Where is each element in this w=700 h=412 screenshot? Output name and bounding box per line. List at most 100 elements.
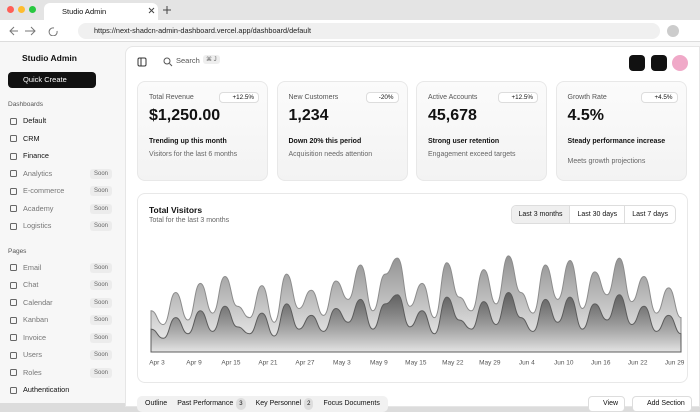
sidebar-toggle[interactable] <box>137 57 147 67</box>
new-tab[interactable] <box>163 6 171 14</box>
add-section-button[interactable]: Add Section <box>632 396 692 412</box>
nav-label: Email <box>23 262 42 272</box>
nav-item[interactable]: Email Soon <box>8 259 118 277</box>
nav-label: Invoice <box>23 332 47 342</box>
area <box>150 291 682 353</box>
tab[interactable]: Past Performance 3 <box>172 398 250 410</box>
close-window[interactable] <box>7 6 14 13</box>
nav-buttons[interactable] <box>8 26 68 36</box>
card-label: Active Accounts <box>428 94 478 101</box>
nav-label: Kanban <box>23 315 49 324</box>
x-tick-label: Apr 27 <box>295 360 315 367</box>
section-title: Pages <box>8 247 27 255</box>
nav-item[interactable]: Roles Soon <box>8 364 118 382</box>
nav-item[interactable]: Chat Soon <box>8 276 118 294</box>
stat-card: New Customers -20% 1,234 Down 20% this peri… <box>276 81 408 181</box>
tab-label: Past Performance <box>177 400 234 407</box>
url-field[interactable]: https://next-shadcn-admin-dashboard.verc… <box>78 23 660 39</box>
tab-badge: 2 <box>304 398 314 410</box>
section-title: Dashboards <box>8 101 44 108</box>
nav-item[interactable]: Calendar Soon <box>8 294 118 312</box>
nav-icon <box>10 135 17 142</box>
card-badge: +12.5% <box>219 92 259 103</box>
nav-item[interactable]: Users Soon <box>8 346 118 364</box>
nav-icon <box>10 117 17 125</box>
settings-button[interactable] <box>629 55 645 71</box>
nav-label: Logistics <box>23 221 52 230</box>
x-tick-label: Apr 3 <box>149 360 165 367</box>
nav-icon <box>10 351 17 359</box>
profile[interactable] <box>667 25 679 37</box>
tab-label: Focus Documents <box>323 400 380 407</box>
nav-label: Authentication <box>23 385 70 394</box>
nav-label: Users <box>23 350 43 359</box>
maximize-window[interactable] <box>29 6 36 13</box>
x-tick-label: Jun 4 <box>519 360 535 367</box>
range-option[interactable]: Last 7 days <box>624 206 675 223</box>
nav-icon <box>10 386 17 394</box>
nav-label: Finance <box>23 151 49 160</box>
nav-item[interactable]: Authentication <box>8 381 118 399</box>
x-tick-label: Jun 29 <box>665 360 685 367</box>
nav-label: E-commerce <box>23 186 65 195</box>
tab[interactable]: Focus Documents <box>318 398 384 410</box>
nav-icon <box>10 264 17 271</box>
nav-label: Chat <box>23 280 39 289</box>
nav-item[interactable]: Default <box>8 112 118 130</box>
tab-badge: 3 <box>236 398 246 410</box>
card-trend: Down 20% this period <box>288 138 362 145</box>
range-toggle: Last 3 months Last 30 days Last 7 days <box>510 205 676 224</box>
tab[interactable]: Outline <box>140 398 172 410</box>
card-note: Engagement exceed targets <box>428 151 516 158</box>
chart: Apr 3 Apr 9 Apr 15 Apr 21 Apr 27 May 3 May 9 Ma… <box>149 255 685 367</box>
browser-tab[interactable]: Studio Admin <box>44 3 158 20</box>
tab[interactable]: Key Personnel 2 <box>251 398 319 410</box>
tab-bar: Studio Admin <box>0 0 700 20</box>
nav-item[interactable]: CRM <box>8 130 118 148</box>
nav-item[interactable]: Invoice Soon <box>8 329 118 347</box>
card-note: Visitors for the last 6 months <box>149 151 238 158</box>
x-tick-label: Jun 16 <box>591 360 611 367</box>
x-tick-label: Apr 21 <box>258 360 278 367</box>
view-button[interactable]: View <box>588 396 626 412</box>
nav-label: Calendar <box>23 297 53 307</box>
nav-badge: Soon <box>89 221 112 231</box>
sidebar: Studio Admin Quick Create Dashboards Defaul… <box>8 50 118 399</box>
x-tick-label: Jun 10 <box>554 360 574 367</box>
nav-badge: Soon <box>89 280 112 290</box>
nav-item[interactable]: Analytics Soon <box>8 165 118 183</box>
stat-card: Growth Rate +4.5% 4.5% Steady performance i… <box>555 81 687 181</box>
x-tick-label: Jun 22 <box>628 360 648 367</box>
stat-card: Total Revenue +12.5% $1,250.00 Trending up … <box>137 81 268 181</box>
nav-item[interactable]: E-commerce Soon <box>8 182 118 200</box>
stat-card: Active Accounts +12.5% 45,678 Strong user r… <box>416 81 547 181</box>
main-panel: Search ⌘ J Total Revenue +12.5% $1,250.00 T… <box>125 46 700 412</box>
card-badge: -20% <box>365 92 399 103</box>
range-option[interactable]: Last 30 days <box>569 206 624 223</box>
nav-icon <box>10 152 17 160</box>
range-option[interactable]: Last 3 months <box>511 206 570 223</box>
nav-label: Roles <box>23 367 42 377</box>
nav-badge: Soon <box>89 315 112 325</box>
quick-create[interactable]: Quick Create <box>8 72 96 88</box>
search-shortcut: ⌘ J <box>203 55 220 64</box>
tab-label: Outline <box>145 400 168 407</box>
avatar[interactable] <box>672 55 688 71</box>
nav-badge: Soon <box>89 350 112 360</box>
card-label: Growth Rate <box>567 94 607 101</box>
nav-badge: Soon <box>89 297 112 308</box>
nav-item[interactable]: Finance <box>8 147 118 165</box>
nav-item[interactable]: Academy Soon <box>8 200 118 218</box>
search[interactable]: Search <box>176 56 200 65</box>
tab-close[interactable] <box>148 7 155 14</box>
x-tick-label: May 22 <box>442 360 464 367</box>
card-note: Meets growth projections <box>567 158 646 165</box>
minimize-window[interactable] <box>18 6 25 13</box>
nav-item[interactable]: Logistics Soon <box>8 217 118 235</box>
nav-item[interactable]: Kanban Soon <box>8 311 118 329</box>
nav-icon <box>10 205 17 212</box>
theme-button[interactable] <box>651 55 667 71</box>
nav-badge: Soon <box>89 262 112 273</box>
card-value: 1,234 <box>288 107 329 124</box>
card-trend: Trending up this month <box>149 138 227 145</box>
